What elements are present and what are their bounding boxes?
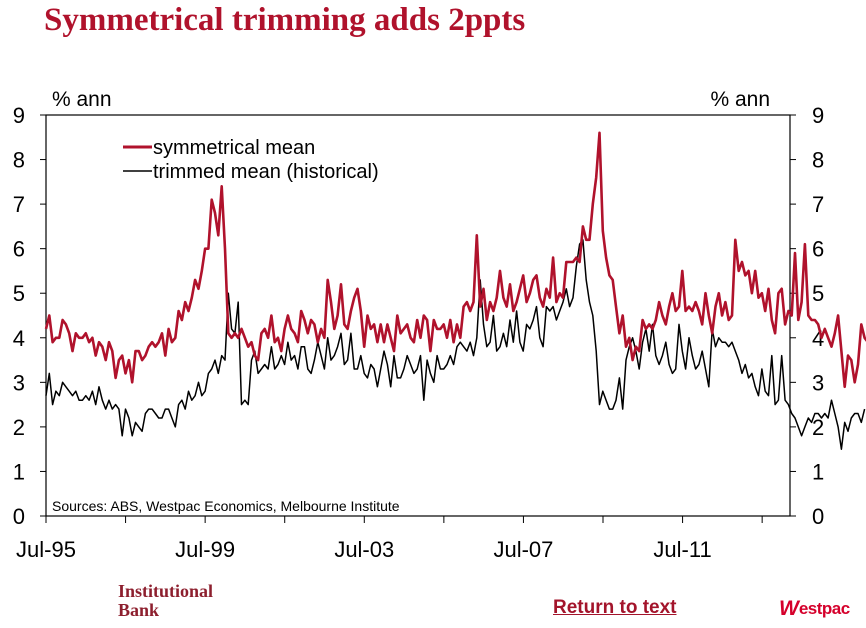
y-tick-label-left: 5 <box>13 281 25 306</box>
source-note: Sources: ABS, Westpac Economics, Melbour… <box>52 498 400 514</box>
y-tick-label-left: 7 <box>13 192 25 217</box>
series-line-trimmed-mean <box>45 239 866 450</box>
y-tick-label-left: 3 <box>13 370 25 395</box>
series-layer <box>44 131 866 450</box>
y-tick-label-right: 7 <box>812 192 824 217</box>
legend: symmetrical mean trimmed mean (historica… <box>123 137 379 183</box>
logo-line-1: Institutional <box>118 581 214 601</box>
y-tick-label-left: 6 <box>13 237 25 262</box>
y-tick-label-right: 8 <box>812 148 824 173</box>
westpac-w-mark: W <box>779 597 799 620</box>
legend-label-symmetrical: symmetrical mean <box>153 137 315 159</box>
y-tick-label-right: 0 <box>812 504 824 529</box>
y-tick-label-left: 8 <box>13 148 25 173</box>
return-to-text-link[interactable]: Return to text <box>553 597 677 618</box>
y-tick-label-left: 0 <box>13 504 25 529</box>
y-unit-right: % ann <box>710 88 770 111</box>
y-tick-label-right: 1 <box>812 459 824 484</box>
x-axis: Jul-95 Jul-99 Jul-03 Jul-07 Jul-11 <box>16 516 763 562</box>
y-tick-label-right: 5 <box>812 281 824 306</box>
y-unit-left: % ann <box>52 88 112 111</box>
y-tick-label-right: 2 <box>812 415 824 440</box>
y-tick-label-left: 4 <box>13 326 25 351</box>
y-axis-left: 0 1 2 3 4 5 6 7 8 9 <box>13 103 46 529</box>
y-tick-label-left: 9 <box>13 103 25 128</box>
x-tick-label: Jul-11 <box>653 537 711 562</box>
westpac-logo: W estpac <box>779 597 850 621</box>
y-tick-label-left: 2 <box>13 415 25 440</box>
plot-area <box>45 114 791 517</box>
legend-label-trimmed: trimmed mean (historical) <box>153 161 379 183</box>
x-tick-label: Jul-03 <box>334 537 394 562</box>
x-tick-label: Jul-95 <box>16 537 76 562</box>
y-tick-label-right: 9 <box>812 103 824 128</box>
page-title: Symmetrical trimming adds 2ppts <box>44 2 526 38</box>
series-line-symmetrical-mean <box>44 131 866 389</box>
westpac-wordmark: estpac <box>798 599 850 618</box>
y-tick-label-left: 1 <box>13 459 25 484</box>
x-tick-label: Jul-99 <box>175 537 235 562</box>
x-tick-label: Jul-07 <box>493 537 553 562</box>
y-tick-label-right: 3 <box>812 370 824 395</box>
y-tick-label-right: 6 <box>812 237 824 262</box>
logo-line-2: Bank <box>118 600 160 620</box>
institutional-bank-logo: Institutional Bank <box>118 582 213 620</box>
